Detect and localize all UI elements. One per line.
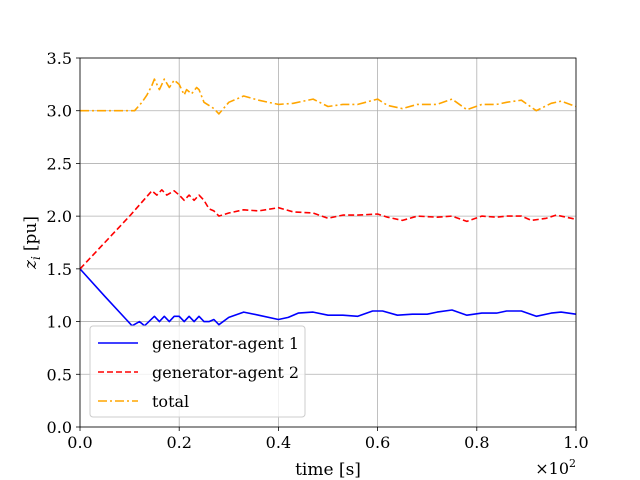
- legend-label-1: generator-agent 1: [152, 334, 299, 353]
- x-tick-label: 0.6: [365, 433, 390, 452]
- x-tick-label: 0.0: [67, 433, 92, 452]
- x-tick-label: 0.2: [166, 433, 191, 452]
- series-layer: [79, 78, 577, 327]
- legend-label-3: total: [152, 392, 189, 411]
- y-axis-label-unit: [pu]: [21, 216, 41, 251]
- legend-box: [89, 325, 306, 418]
- axes-frame: [79, 57, 577, 428]
- series-line-1: [79, 268, 577, 327]
- y-tick-label: 2.0: [47, 207, 72, 226]
- x-tick-label: 0.4: [266, 433, 291, 452]
- x-axis-label: time [s]: [295, 460, 361, 480]
- y-tick-label: 1.0: [47, 313, 72, 332]
- y-tick-label: 1.5: [47, 260, 72, 279]
- series-line-3: [80, 78, 577, 115]
- y-tick-label: 2.5: [47, 154, 72, 173]
- y-axis-label-main: z: [21, 259, 41, 270]
- y-tick-label: 0.5: [47, 365, 72, 384]
- tick-layer: 0.0 0.2 0.4 0.6 0.8 1.0 0.0 0.5 1.0 1.5 2.0 2.5 3.0 3…: [47, 49, 589, 452]
- legend-label-2: generator-agent 2: [152, 363, 299, 382]
- x-tick-label: 0.8: [464, 433, 489, 452]
- x-axis-multiplier: ×102: [535, 457, 576, 478]
- y-tick-label: 3.5: [47, 49, 72, 68]
- y-tick-label: 0.0: [47, 418, 72, 437]
- y-axis-label-subscript: i: [29, 256, 43, 260]
- y-axis-label: zi [pu]: [21, 216, 43, 270]
- x-axis-multiplier-exponent: 2: [569, 457, 576, 470]
- legend: generator-agent 1 generator-agent 2 total: [89, 325, 306, 418]
- x-axis-multiplier-base: ×10: [535, 459, 569, 478]
- x-tick-label: 1.0: [563, 433, 588, 452]
- series-line-2: [79, 189, 577, 270]
- y-tick-label: 3.0: [47, 102, 72, 121]
